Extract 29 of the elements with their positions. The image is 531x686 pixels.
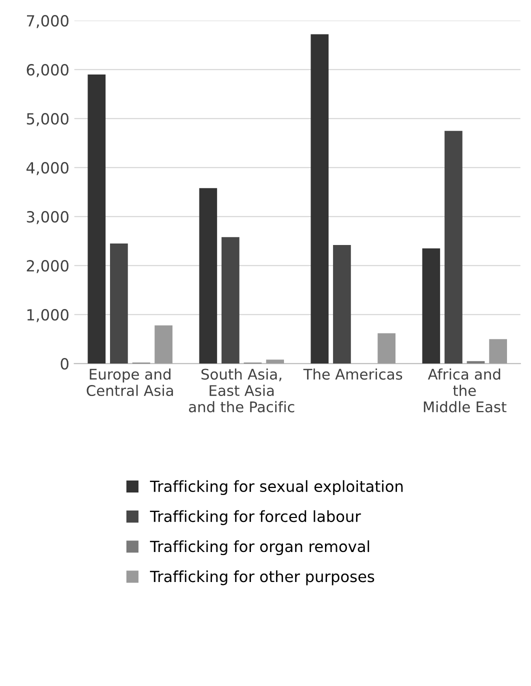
legend-label: Trafficking for sexual exploitation xyxy=(150,480,403,496)
bar xyxy=(466,361,485,364)
x-tick-label: South Asia, East Asia and the Pacific xyxy=(188,368,294,412)
y-tick-label: 0 xyxy=(60,358,68,370)
legend-label: Trafficking for other purposes xyxy=(150,570,374,586)
y-tick-label: 4,000 xyxy=(26,162,68,176)
y-tick-label: 3,000 xyxy=(26,211,68,224)
bar xyxy=(333,245,351,364)
bar xyxy=(110,244,128,364)
bar xyxy=(222,237,240,364)
x-tick-label: Africa and the Middle East xyxy=(424,368,506,412)
bar xyxy=(88,74,106,364)
bar xyxy=(378,333,396,364)
y-tick-label: 7,000 xyxy=(26,15,68,28)
y-tick-label: 5,000 xyxy=(26,113,68,126)
bar xyxy=(154,325,172,364)
y-tick-label: 2,000 xyxy=(26,260,68,274)
bar xyxy=(199,188,218,364)
y-tick-label: 6,000 xyxy=(26,64,68,78)
bar xyxy=(422,248,440,364)
y-tick-label: 1,000 xyxy=(27,309,68,322)
legend-label: Trafficking for organ removal xyxy=(150,540,370,556)
bar xyxy=(266,360,284,364)
bar xyxy=(310,34,329,364)
x-tick-label: Europe and Central Asia xyxy=(86,368,173,396)
bar xyxy=(444,130,462,364)
x-tick-label: The Americas xyxy=(303,368,402,380)
legend-label: Trafficking for forced labour xyxy=(150,510,361,526)
bar xyxy=(489,339,507,364)
